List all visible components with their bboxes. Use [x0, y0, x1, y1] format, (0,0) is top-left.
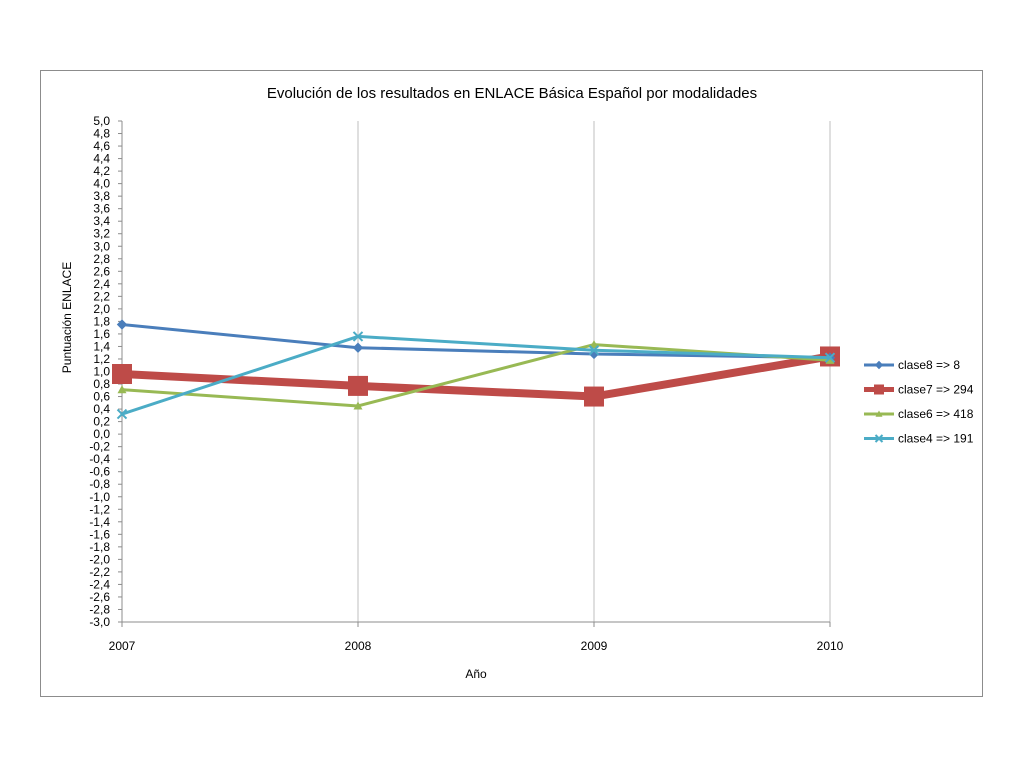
legend-item-3: clase4 => 191: [864, 432, 974, 446]
x-axis-label: Año: [465, 667, 487, 681]
marker-stroke: [352, 331, 364, 342]
y-tick-label: 0,4: [93, 402, 110, 416]
y-tick-label: -1,4: [89, 515, 110, 529]
y-tick-label: 1,4: [93, 339, 110, 353]
marker-stroke: [588, 345, 600, 356]
y-tick-label: -0,6: [89, 465, 110, 479]
y-tick-label: 3,2: [93, 227, 110, 241]
legend-swatch-marker: [874, 360, 884, 370]
y-tick-label: -1,2: [89, 502, 110, 516]
line-chart: Evolución de los resultados en ENLACE Bá…: [60, 85, 974, 681]
y-tick-label: -0,2: [89, 440, 110, 454]
y-tick-label: 1,0: [93, 365, 110, 379]
y-tick-label: -3,0: [89, 615, 110, 629]
legend-label: clase8 => 8: [898, 358, 960, 372]
legend-label: clase4 => 191: [898, 432, 974, 446]
y-tick-label: 2,6: [93, 264, 110, 278]
y-tick-label: -0,4: [89, 452, 110, 466]
y-tick-label: 4,0: [93, 177, 110, 191]
legend-label: clase7 => 294: [898, 383, 974, 397]
legend-item-1: clase7 => 294: [864, 383, 974, 397]
x-tick-labels: 2007 2008 2009 2010: [109, 639, 844, 653]
data-point-2-2010: [825, 355, 835, 364]
series-line-1: [121, 352, 831, 401]
data-point-3-2008: [352, 331, 364, 342]
y-tick-label: -2,2: [89, 565, 110, 579]
y-tick-label: -1,0: [89, 490, 110, 504]
y-tick-label: 0,2: [93, 415, 110, 429]
y-tick-label: 4,8: [93, 127, 110, 141]
y-tick-label: -1,6: [89, 527, 110, 541]
data-point-2-2007: [117, 385, 127, 394]
y-tick-label: 2,4: [93, 277, 110, 291]
legend: clase8 => 8 clase7 => 294 clase6 => 418 cla…: [864, 358, 974, 446]
data-point-2-2008: [353, 401, 363, 410]
y-tick-label: 3,6: [93, 202, 110, 216]
x-tick-label-2007: 2007: [109, 639, 136, 653]
y-tick-label: 2,8: [93, 252, 110, 266]
data-point-2-2009: [589, 340, 599, 349]
y-tick-label: -1,8: [89, 540, 110, 554]
x-tick-label-2010: 2010: [817, 639, 844, 653]
data-point-1-2009: [584, 386, 604, 407]
y-tick-label: 4,6: [93, 139, 110, 153]
series-line-2: [121, 343, 831, 408]
marker-stroke: [874, 434, 884, 443]
x-tick-label-2008: 2008: [345, 639, 372, 653]
chart-title: Evolución de los resultados en ENLACE Bá…: [267, 85, 757, 102]
x-tick-label-2009: 2009: [581, 639, 608, 653]
grid-lines: [357, 121, 831, 622]
y-tick-label: 3,0: [93, 239, 110, 253]
series-3: [116, 331, 836, 420]
data-point-3-2009: [588, 345, 600, 356]
y-tick-label: -0,8: [89, 477, 110, 491]
legend-swatch-marker: [874, 434, 884, 443]
legend-item-0: clase8 => 8: [864, 358, 960, 372]
y-tick-label: -2,8: [89, 602, 110, 616]
data-point-1-2008: [348, 375, 368, 396]
y-tick-label: 3,4: [93, 214, 110, 228]
y-tick-label: 2,0: [93, 302, 110, 316]
data-point-1-2007: [112, 364, 132, 385]
y-tick-label: 0,0: [93, 427, 110, 441]
marker-stroke: [824, 352, 836, 363]
y-tick-label: 1,2: [93, 352, 110, 366]
y-tick-label: -2,6: [89, 590, 110, 604]
legend-swatch-marker: [875, 410, 883, 417]
data-point-0-2008: [352, 342, 364, 353]
series-line-3: [121, 334, 831, 416]
series-lines: [112, 319, 840, 420]
y-tick-label: 0,8: [93, 377, 110, 391]
series-2: [117, 340, 835, 410]
y-tick-label: 4,4: [93, 152, 110, 166]
y-tick-label: 1,6: [93, 327, 110, 341]
marker-stroke: [116, 408, 128, 420]
y-tick-label: 4,2: [93, 164, 110, 178]
data-point-3-2007: [116, 408, 128, 420]
y-axis-label: Puntuación ENLACE: [60, 262, 74, 373]
data-point-0-2007: [116, 319, 128, 330]
series-line-0: [121, 323, 831, 360]
legend-item-2: clase6 => 418: [864, 407, 974, 421]
chart-frame: Evolución de los resultados en ENLACE Bá…: [40, 70, 983, 697]
y-tick-label: -2,4: [89, 577, 110, 591]
y-tick-label: 0,6: [93, 390, 110, 404]
y-tick-label: 3,8: [93, 189, 110, 203]
legend-label: clase6 => 418: [898, 407, 974, 421]
y-tick-label: -2,0: [89, 552, 110, 566]
y-tick-label: 2,2: [93, 289, 110, 303]
data-point-3-2010: [824, 352, 836, 363]
y-tick-labels: -3,0-2,8-2,6-2,4-2,2-2,0-1,8-1,6-1,4-1,2…: [89, 114, 110, 629]
y-tick-label: 5,0: [93, 114, 110, 128]
y-tick-label: 1,8: [93, 314, 110, 328]
legend-swatch-marker: [874, 384, 884, 395]
